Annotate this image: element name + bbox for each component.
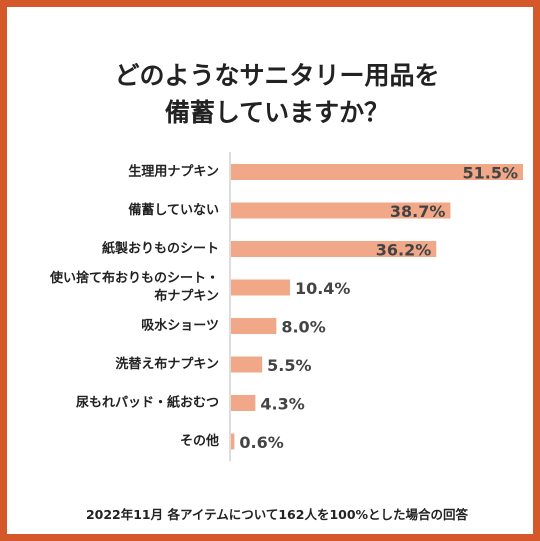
value-label-3: 10.4% [295,279,351,298]
value-label-5: 5.5% [267,356,311,375]
category-label-5: 洗替え布ナプキン [115,356,219,372]
value-label-6: 4.3% [260,395,304,414]
value-label-1: 38.7% [390,202,446,221]
bar-3 [231,279,290,296]
bar-1 [231,202,451,219]
value-label-2: 36.2% [376,241,432,260]
category-label-3-line-1: 布ナプキン [154,288,219,304]
category-label-0: 生理用ナプキン [128,164,219,180]
value-label-7: 0.6% [239,433,283,452]
value-label-0: 51.5% [462,164,518,183]
chart-footnote: 2022年11月 各アイテムについて162人を100%とした場合の回答 [85,507,469,522]
category-label-3-line-0: 使い捨て布おりものシート・ [49,270,219,286]
category-label-4: 吸水ショーツ [141,318,219,334]
category-label-6: 尿もれパッド・紙おむつ [76,395,219,411]
category-label-1: 備蓄していない [128,202,219,218]
bar-2 [231,241,437,257]
chart-title-line-2: 備蓄していますか？ [164,98,390,127]
category-label-7: その他 [180,433,219,449]
bar-5 [231,356,263,373]
bar-0 [231,164,523,180]
value-label-4: 8.0% [281,318,325,337]
bar-7 [231,433,235,450]
chart-title-line-1: どのようなサニタリー用品を [114,61,440,90]
bar-4 [231,318,277,334]
chart-title: どのようなサニタリー用品を 備蓄していますか？ [7,57,540,131]
category-label-2: 紙製おりものシート [102,241,219,257]
bar-6 [231,395,256,411]
